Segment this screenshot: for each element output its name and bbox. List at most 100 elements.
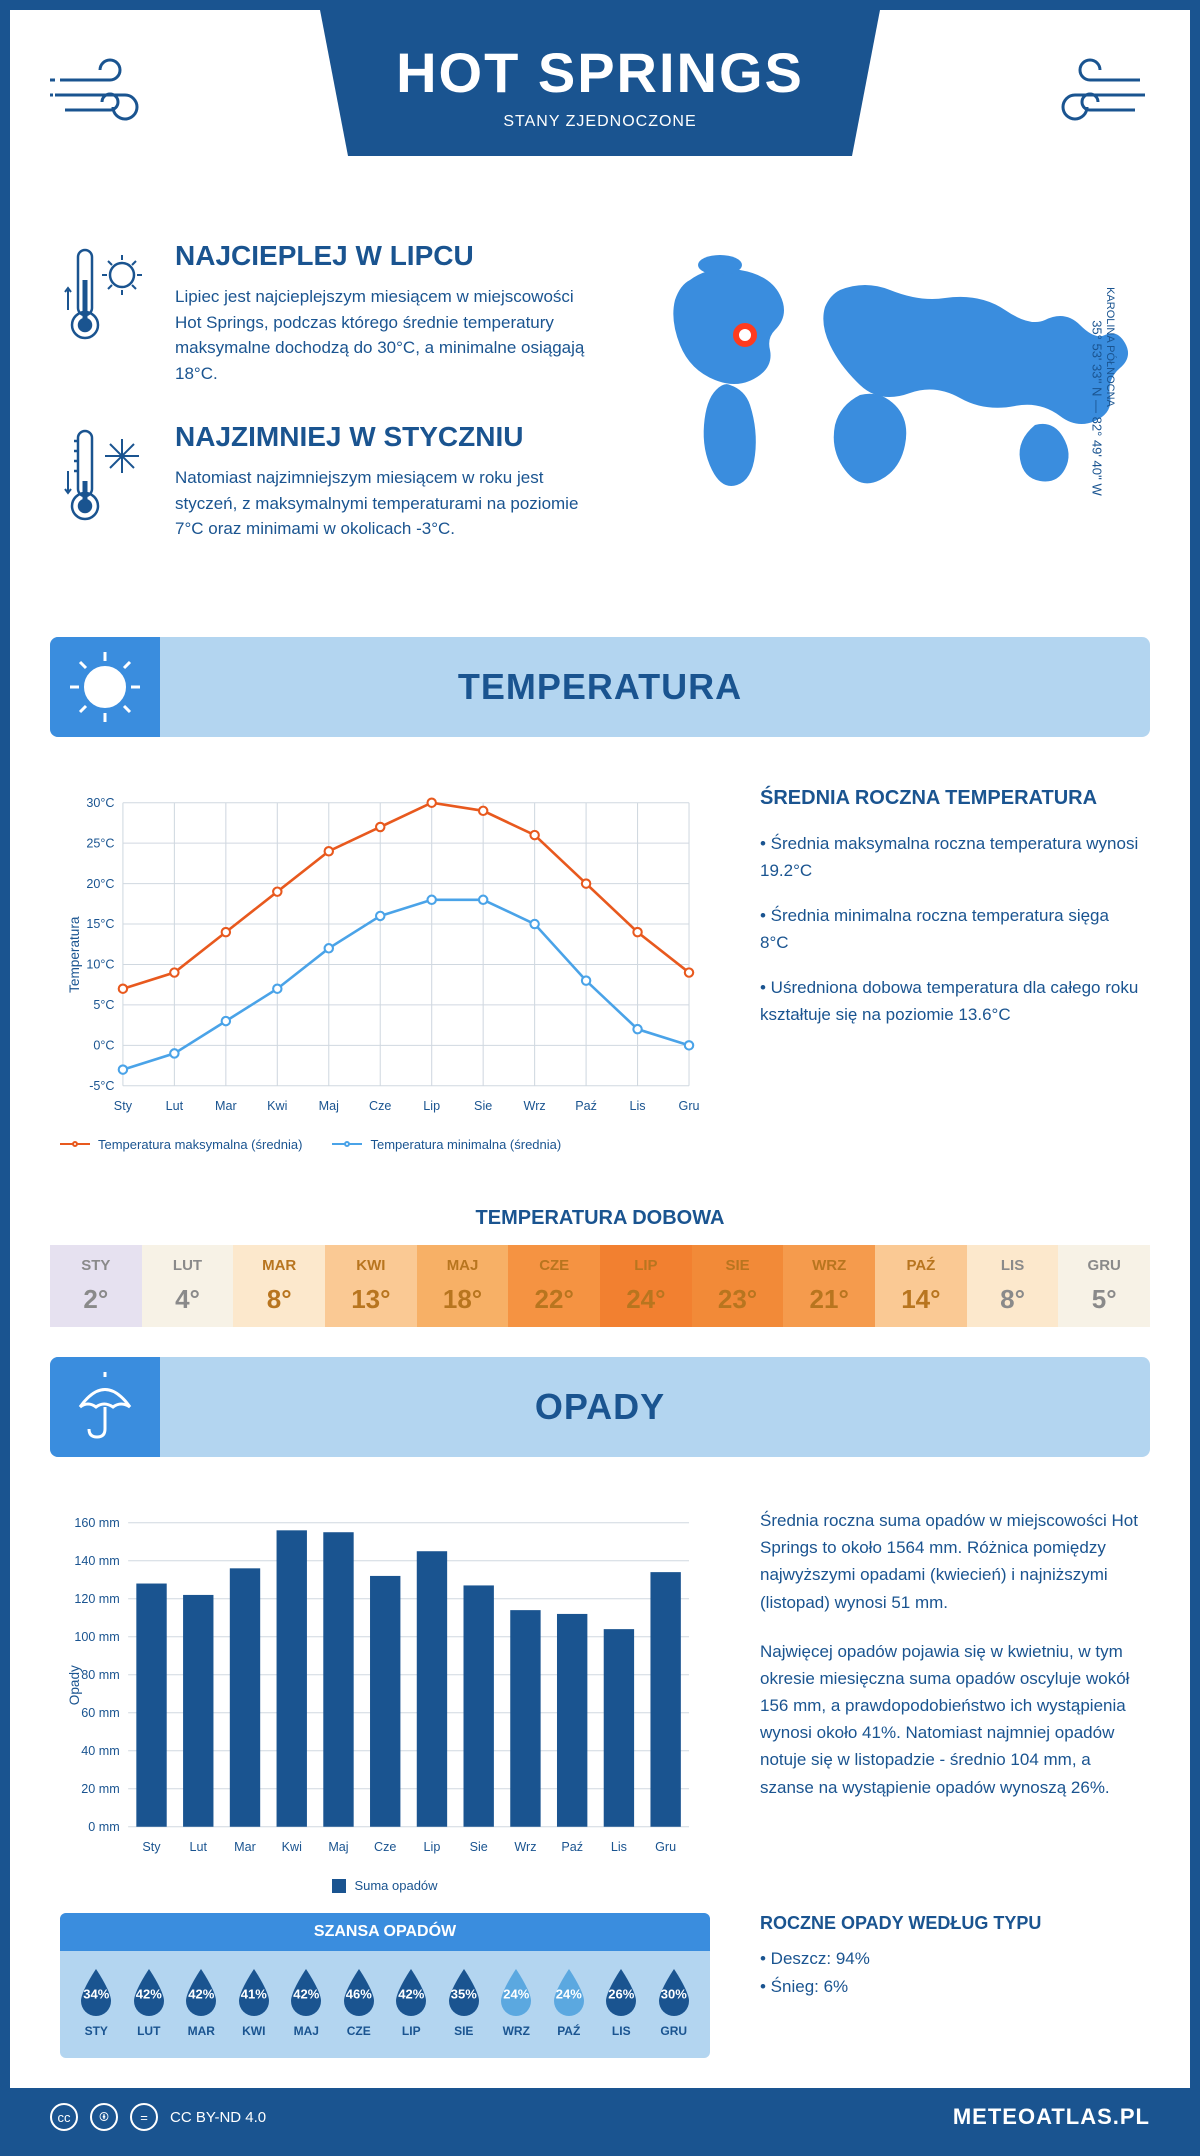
daily-temp-cell: CZE22° xyxy=(508,1245,600,1327)
svg-text:40 mm: 40 mm xyxy=(81,1744,119,1758)
precip-text-2: Najwięcej opadów pojawia się w kwietniu,… xyxy=(760,1638,1140,1801)
sun-icon xyxy=(50,637,160,737)
temperature-info: ŚREDNIA ROCZNA TEMPERATURA • Średnia mak… xyxy=(760,787,1140,1152)
svg-text:80 mm: 80 mm xyxy=(81,1668,119,1682)
svg-text:Maj: Maj xyxy=(319,1098,339,1112)
svg-text:Mar: Mar xyxy=(234,1840,256,1854)
type-item: • Deszcz: 94% xyxy=(760,1949,1140,1969)
svg-text:Gru: Gru xyxy=(679,1098,700,1112)
svg-text:Opady: Opady xyxy=(67,1665,82,1705)
page-container: HOT SPRINGS STANY ZJEDNOCZONE xyxy=(0,0,1200,2156)
daily-temp-row: STY2°LUT4°MAR8°KWI13°MAJ18°CZE22°LIP24°S… xyxy=(50,1245,1150,1327)
precipitation-title: OPADY xyxy=(50,1386,1150,1428)
precip-bottom: SZANSA OPADÓW 34%STY42%LUT42%MAR41%KWI42… xyxy=(10,1913,1190,2088)
cold-text: Natomiast najzimniejszym miesiącem w rok… xyxy=(175,465,600,542)
svg-text:60 mm: 60 mm xyxy=(81,1706,119,1720)
chance-row: 34%STY42%LUT42%MAR41%KWI42%MAJ46%CZE42%L… xyxy=(60,1951,710,2043)
intro-left: NAJCIEPLEJ W LIPCU Lipiec jest najcieple… xyxy=(60,240,600,577)
wind-icon-right xyxy=(1020,50,1150,145)
svg-text:Paź: Paź xyxy=(575,1098,597,1112)
legend-sum-label: Suma opadów xyxy=(354,1878,437,1893)
warm-block: NAJCIEPLEJ W LIPCU Lipiec jest najcieple… xyxy=(60,240,600,386)
svg-text:Kwi: Kwi xyxy=(282,1840,302,1854)
svg-text:Lip: Lip xyxy=(423,1098,440,1112)
by-icon: 🅯 xyxy=(90,2103,118,2131)
temperature-title: TEMPERATURA xyxy=(50,666,1150,708)
svg-text:Cze: Cze xyxy=(369,1098,391,1112)
daily-temp-cell: WRZ21° xyxy=(783,1245,875,1327)
legend-max-label: Temperatura maksymalna (średnia) xyxy=(98,1137,302,1152)
svg-text:Temperatura: Temperatura xyxy=(67,916,82,993)
svg-text:5°C: 5°C xyxy=(93,998,114,1012)
precip-types: ROCZNE OPADY WEDŁUG TYPU • Deszcz: 94% •… xyxy=(760,1913,1140,2058)
svg-text:-5°C: -5°C xyxy=(89,1078,114,1092)
temp-bullet: • Uśredniona dobowa temperatura dla całe… xyxy=(760,974,1140,1028)
precipitation-header: OPADY xyxy=(50,1357,1150,1457)
daily-temp-cell: MAR8° xyxy=(233,1245,325,1327)
types-heading: ROCZNE OPADY WEDŁUG TYPU xyxy=(760,1913,1140,1934)
daily-temp-cell: SIE23° xyxy=(692,1245,784,1327)
svg-text:120 mm: 120 mm xyxy=(74,1592,119,1606)
svg-text:Lut: Lut xyxy=(166,1098,184,1112)
cc-icon: cc xyxy=(50,2103,78,2131)
daily-temp-title: TEMPERATURA DOBOWA xyxy=(10,1207,1190,1230)
precip-text-1: Średnia roczna suma opadów w miejscowośc… xyxy=(760,1507,1140,1616)
legend-sum: Suma opadów xyxy=(332,1878,437,1893)
svg-text:Sty: Sty xyxy=(142,1840,161,1854)
title-banner: HOT SPRINGS STANY ZJEDNOCZONE xyxy=(320,10,880,156)
daily-temp-cell: GRU5° xyxy=(1058,1245,1150,1327)
region-label: KAROLINA PÓŁNOCNA xyxy=(1104,287,1116,407)
svg-text:Sie: Sie xyxy=(470,1840,488,1854)
svg-text:Kwi: Kwi xyxy=(267,1098,287,1112)
cold-block: NAJZIMNIEJ W STYCZNIU Natomiast najzimni… xyxy=(60,421,600,542)
svg-text:Lut: Lut xyxy=(190,1840,208,1854)
precip-legend: Suma opadów xyxy=(60,1878,710,1893)
footer: cc 🅯 = CC BY-ND 4.0 METEOATLAS.PL xyxy=(10,2088,1190,2146)
svg-text:140 mm: 140 mm xyxy=(74,1554,119,1568)
footer-site: METEOATLAS.PL xyxy=(953,2104,1150,2130)
svg-text:20°C: 20°C xyxy=(86,876,114,890)
svg-text:0°C: 0°C xyxy=(93,1038,114,1052)
warm-heading: NAJCIEPLEJ W LIPCU xyxy=(175,240,600,272)
daily-temp-cell: STY2° xyxy=(50,1245,142,1327)
nd-icon: = xyxy=(130,2103,158,2131)
world-map xyxy=(640,240,1140,500)
footer-license: cc 🅯 = CC BY-ND 4.0 xyxy=(50,2103,266,2131)
svg-text:Sty: Sty xyxy=(114,1098,133,1112)
chance-cell: 42%LUT xyxy=(123,1966,176,2038)
temp-bullet: • Średnia minimalna roczna temperatura s… xyxy=(760,902,1140,956)
map-container: 35° 53' 33'' N — 82° 49' 40'' W KAROLINA… xyxy=(640,240,1140,577)
svg-text:Sie: Sie xyxy=(474,1098,492,1112)
chance-cell: 42%MAJ xyxy=(280,1966,333,2038)
svg-text:Paź: Paź xyxy=(561,1840,583,1854)
chance-cell: 26%LIS xyxy=(595,1966,648,2038)
daily-temp-cell: PAŹ14° xyxy=(875,1245,967,1327)
thermometer-cold-icon xyxy=(60,421,150,542)
precip-info: Średnia roczna suma opadów w miejscowośc… xyxy=(760,1507,1140,1893)
chance-box: SZANSA OPADÓW 34%STY42%LUT42%MAR41%KWI42… xyxy=(60,1913,710,2058)
temperature-chart: -5°C0°C5°C10°C15°C20°C25°C30°CStyLutMarK… xyxy=(60,787,710,1152)
svg-text:Mar: Mar xyxy=(215,1098,237,1112)
svg-text:25°C: 25°C xyxy=(86,836,114,850)
precip-bottom-left: SZANSA OPADÓW 34%STY42%LUT42%MAR41%KWI42… xyxy=(60,1913,710,2058)
temperature-header: TEMPERATURA xyxy=(50,637,1150,737)
coordinates: 35° 53' 33'' N — 82° 49' 40'' W xyxy=(1090,320,1105,496)
svg-text:Gru: Gru xyxy=(655,1840,676,1854)
type-item: • Śnieg: 6% xyxy=(760,1977,1140,1997)
warm-text: Lipiec jest najcieplejszym miesiącem w m… xyxy=(175,284,600,386)
svg-text:Wrz: Wrz xyxy=(514,1840,536,1854)
chance-cell: 41%KWI xyxy=(228,1966,281,2038)
legend-max: Temperatura maksymalna (średnia) xyxy=(60,1137,302,1152)
precip-chart: 0 mm20 mm40 mm60 mm80 mm100 mm120 mm140 … xyxy=(60,1507,710,1893)
cold-heading: NAJZIMNIEJ W STYCZNIU xyxy=(175,421,600,453)
thermometer-hot-icon xyxy=(60,240,150,386)
chance-title: SZANSA OPADÓW xyxy=(60,1913,710,1951)
chance-cell: 35%SIE xyxy=(438,1966,491,2038)
temp-legend: Temperatura maksymalna (średnia) Tempera… xyxy=(60,1137,710,1152)
svg-text:30°C: 30°C xyxy=(86,795,114,809)
svg-text:Maj: Maj xyxy=(328,1840,348,1854)
temp-info-heading: ŚREDNIA ROCZNA TEMPERATURA xyxy=(760,787,1140,810)
legend-min: Temperatura minimalna (średnia) xyxy=(332,1137,561,1152)
chance-cell: 42%LIP xyxy=(385,1966,438,2038)
svg-text:Wrz: Wrz xyxy=(524,1098,546,1112)
